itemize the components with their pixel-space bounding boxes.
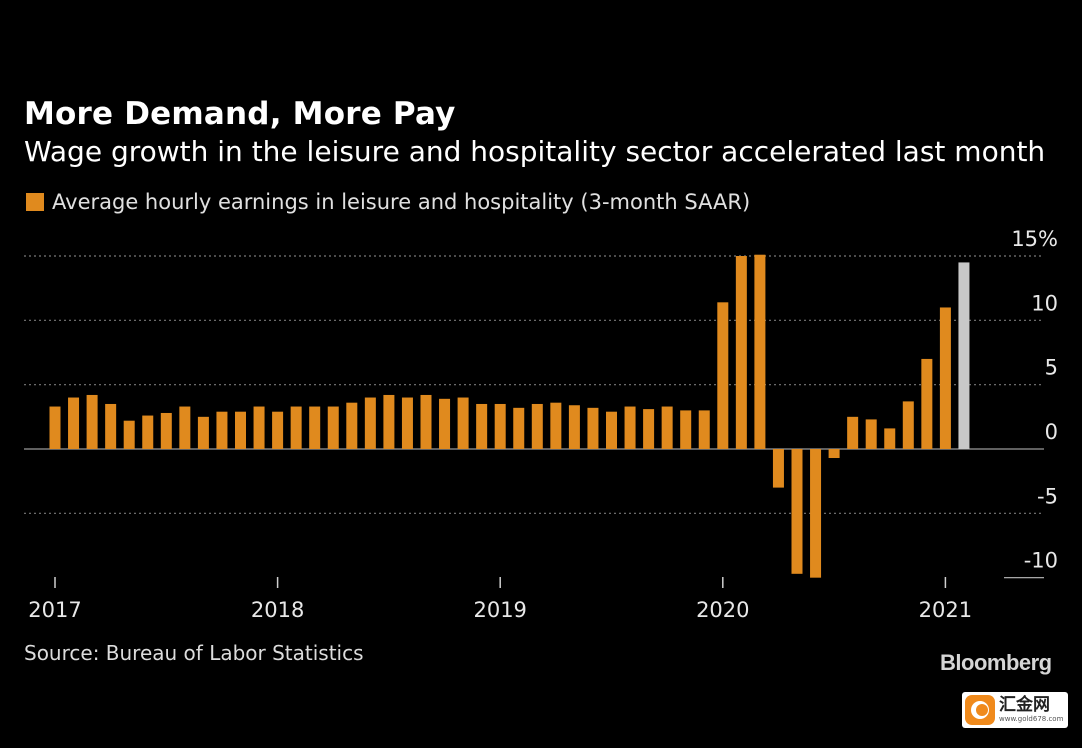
y-tick-label: 15%	[1011, 227, 1058, 251]
bar	[865, 419, 877, 449]
x-axis	[54, 577, 947, 588]
bar	[587, 407, 599, 449]
bar	[86, 394, 98, 449]
chart-subtitle: Wage growth in the leisure and hospitali…	[24, 135, 1046, 168]
bar	[49, 406, 61, 449]
bar	[661, 406, 673, 449]
bar	[105, 403, 117, 449]
bar	[921, 358, 933, 449]
bar	[457, 397, 469, 449]
bar	[160, 412, 172, 449]
bar	[420, 394, 432, 449]
bar	[939, 307, 951, 449]
y-tick-label: 0	[1045, 420, 1058, 444]
y-tick-label: -10	[1024, 549, 1058, 573]
x-tick-label: 2019	[473, 598, 526, 622]
bar	[772, 449, 784, 488]
bar	[513, 407, 525, 449]
bar	[327, 406, 339, 449]
bar	[216, 411, 228, 449]
bar	[531, 403, 543, 449]
bar	[735, 256, 747, 449]
watermark-logo-icon	[965, 695, 995, 725]
bar	[476, 403, 488, 449]
bar	[383, 394, 395, 449]
bar	[791, 449, 803, 574]
chart-title: More Demand, More Pay	[24, 96, 456, 132]
watermark-url: www.gold678.com	[999, 715, 1064, 723]
y-tick-label: 10	[1031, 291, 1058, 315]
y-tick-label: 5	[1045, 356, 1058, 380]
bar-latest	[958, 262, 970, 449]
bar	[624, 406, 636, 449]
bar	[754, 254, 766, 449]
x-tick-label: 2021	[919, 598, 972, 622]
bar	[810, 449, 822, 578]
bar	[142, 415, 154, 449]
bar	[309, 406, 321, 449]
bar	[439, 398, 451, 449]
bar	[179, 406, 191, 449]
bar	[847, 416, 859, 449]
bar	[253, 406, 265, 449]
grid-lines	[24, 255, 1044, 579]
bar	[494, 403, 506, 449]
axis-labels: 15% 10 5 0 -5 -10 2017 2018 2019 2020 2021	[28, 227, 1058, 622]
chart-legend: Average hourly earnings in leisure and h…	[26, 190, 750, 214]
x-tick-label: 2018	[251, 598, 304, 622]
watermark-name: 汇金网	[999, 695, 1050, 715]
bar	[290, 406, 302, 449]
bar	[884, 428, 896, 449]
watermark: 汇金网 www.gold678.com	[962, 692, 1068, 728]
bloomberg-logo: Bloomberg	[940, 650, 1052, 675]
bar	[698, 410, 710, 449]
bar	[197, 416, 209, 449]
x-tick-label: 2017	[28, 598, 81, 622]
legend-swatch	[26, 193, 44, 211]
bar	[235, 411, 246, 449]
bar	[364, 397, 376, 449]
legend-label: Average hourly earnings in leisure and h…	[52, 190, 751, 214]
bar	[606, 411, 617, 449]
bar	[68, 397, 80, 449]
bar	[346, 402, 358, 449]
bar	[717, 302, 729, 449]
bar	[680, 410, 692, 449]
x-tick-label: 2020	[696, 598, 749, 622]
bar	[643, 409, 655, 449]
source-note: Source: Bureau of Labor Statistics	[24, 641, 364, 665]
y-tick-label: -5	[1037, 484, 1058, 508]
bar	[828, 449, 840, 459]
bar	[568, 405, 580, 449]
bar	[401, 397, 413, 449]
bar	[550, 402, 562, 449]
bar	[123, 420, 135, 449]
bars	[49, 254, 970, 578]
bar	[902, 401, 914, 449]
bar	[272, 411, 284, 449]
